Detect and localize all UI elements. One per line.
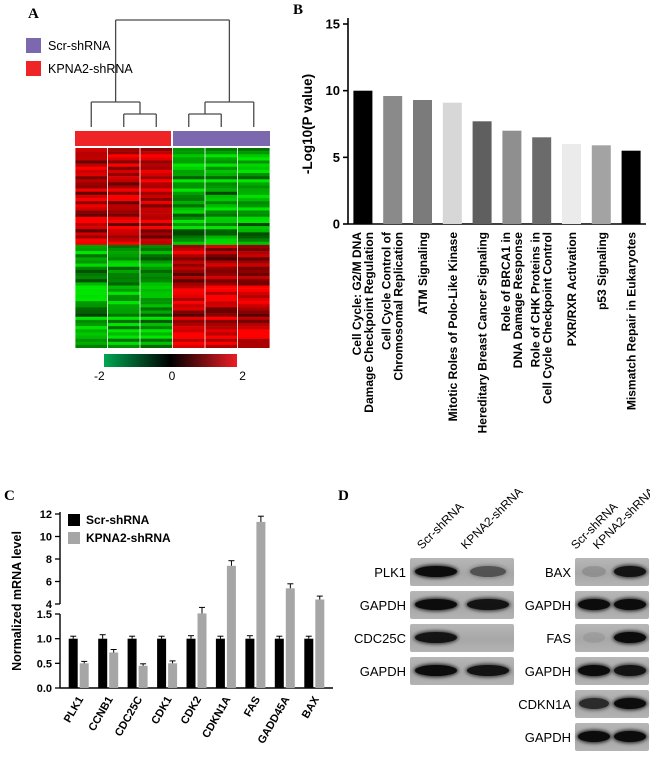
svg-text:Scr-shRNA: Scr-shRNA: [86, 513, 150, 527]
svg-text:Normalized mRNA level: Normalized mRNA level: [10, 531, 24, 671]
panel-c-label: C: [4, 488, 15, 504]
protein-band: [614, 731, 646, 742]
protein-band: [614, 665, 646, 676]
blot-label: BAX: [544, 565, 571, 580]
svg-text:4: 4: [46, 599, 53, 611]
blot-strip: [575, 591, 649, 619]
group-bar-kpna2: [75, 131, 171, 146]
blot-label: GAPDH: [524, 730, 571, 745]
heatmap: [75, 148, 270, 348]
protein-band: [467, 665, 509, 676]
lane-header: KPNA2-shRNA: [458, 484, 526, 552]
svg-text:15: 15: [326, 17, 340, 32]
svg-text:PXR/RXR Activation: PXR/RXR Activation: [565, 232, 579, 346]
colorbar-labels: -2 0 2: [94, 369, 246, 383]
colorbar-mid-label: 0: [168, 369, 176, 383]
blot-label: GAPDH: [359, 664, 406, 679]
group-bar-scr: [173, 131, 270, 146]
blot-label: GAPDH: [524, 598, 571, 613]
svg-text:12: 12: [40, 509, 52, 521]
colorbar-min-label: -2: [94, 369, 105, 383]
protein-band: [578, 665, 610, 676]
svg-text:ATM Signaling: ATM Signaling: [416, 232, 430, 314]
blot-strip: [410, 591, 514, 619]
svg-text:Mismatch Repair in Eukaryotes: Mismatch Repair in Eukaryotes: [625, 232, 639, 410]
svg-text:Role of CHK Proteins in: Role of CHK Proteins in: [529, 232, 543, 367]
blot-label: CDC25C: [353, 631, 406, 646]
protein-band: [467, 599, 509, 610]
svg-text:DNA Damage Response: DNA Damage Response: [511, 232, 525, 369]
svg-text:6: 6: [46, 577, 52, 589]
blot-label: PLK1: [374, 565, 406, 580]
colorbar-max-label: 2: [239, 369, 246, 383]
panel-b-label: B: [293, 2, 304, 18]
svg-text:0.0: 0.0: [37, 683, 52, 695]
svg-text:0.5: 0.5: [37, 658, 52, 670]
svg-text:8: 8: [46, 554, 52, 566]
dendrogram: [90, 19, 255, 127]
blot-strip: [575, 657, 649, 685]
legend-item-kpna2: KPNA2-shRNA: [26, 61, 133, 76]
heatmap-colorbar: [104, 354, 237, 367]
svg-text:0: 0: [333, 217, 340, 232]
protein-band: [415, 632, 457, 643]
protein-band: [415, 599, 457, 610]
blot-strip: [575, 624, 649, 652]
protein-band: [614, 566, 646, 577]
svg-text:1.5: 1.5: [37, 609, 52, 621]
svg-text:Chromosomal Replication: Chromosomal Replication: [392, 232, 406, 381]
protein-band: [614, 632, 646, 643]
protein-band: [614, 698, 646, 709]
blot-strip: [575, 690, 649, 718]
svg-text:1.0: 1.0: [37, 634, 52, 646]
blot-strip: [575, 723, 649, 751]
blot-strip: [410, 624, 514, 652]
kpna2-shrna-swatch: [26, 61, 41, 76]
panel-a-label: A: [28, 6, 39, 22]
svg-text:Role of BRCA1 in: Role of BRCA1 in: [499, 232, 513, 331]
heatmap-legend: Scr-shRNA KPNA2-shRNA: [26, 38, 133, 84]
svg-text:Mitotic Roles of Polo-Like Kin: Mitotic Roles of Polo-Like Kinase: [446, 232, 460, 422]
svg-text:10: 10: [40, 532, 52, 544]
svg-text:p53 Signaling: p53 Signaling: [595, 232, 609, 310]
blot-strip: [410, 558, 514, 586]
protein-band: [582, 566, 606, 577]
svg-text:10: 10: [326, 83, 340, 98]
svg-text:Damage Checkpoint Regulation: Damage Checkpoint Regulation: [362, 232, 376, 413]
protein-band: [582, 632, 606, 643]
protein-band: [578, 599, 610, 610]
blot-strip: [575, 558, 649, 586]
protein-band: [614, 599, 646, 610]
panel-d-label: D: [338, 488, 349, 504]
scr-shrna-swatch: [26, 38, 41, 53]
svg-text:KPNA2-shRNA: KPNA2-shRNA: [86, 531, 171, 545]
blot-label: CDKN1A: [518, 697, 571, 712]
protein-band: [470, 566, 506, 577]
svg-text:-Log10(P value): -Log10(P value): [300, 74, 315, 174]
svg-text:Cell Cycle Control of: Cell Cycle Control of: [380, 231, 394, 350]
blot-label: GAPDH: [359, 598, 406, 613]
svg-text:Hereditary Breast Cancer Signa: Hereditary Breast Cancer Signaling: [476, 232, 490, 433]
protein-band: [415, 665, 457, 676]
svg-text:5: 5: [333, 150, 340, 165]
protein-band: [578, 731, 610, 742]
lane-header: Scr-shRNA: [414, 499, 467, 552]
scr-shrna-label: Scr-shRNA: [48, 38, 111, 53]
kpna2-shrna-label: KPNA2-shRNA: [48, 61, 133, 76]
protein-band: [579, 698, 609, 709]
blot-strip: [410, 657, 514, 685]
blot-label: GAPDH: [524, 664, 571, 679]
svg-text:Cell Cycle: G2/M DNA: Cell Cycle: G2/M DNA: [350, 232, 364, 356]
svg-text:Cell Cycle Checkpoint Control: Cell Cycle Checkpoint Control: [541, 232, 555, 404]
protein-band: [415, 566, 457, 577]
blot-label: FAS: [546, 631, 571, 646]
legend-item-scr: Scr-shRNA: [26, 38, 133, 53]
